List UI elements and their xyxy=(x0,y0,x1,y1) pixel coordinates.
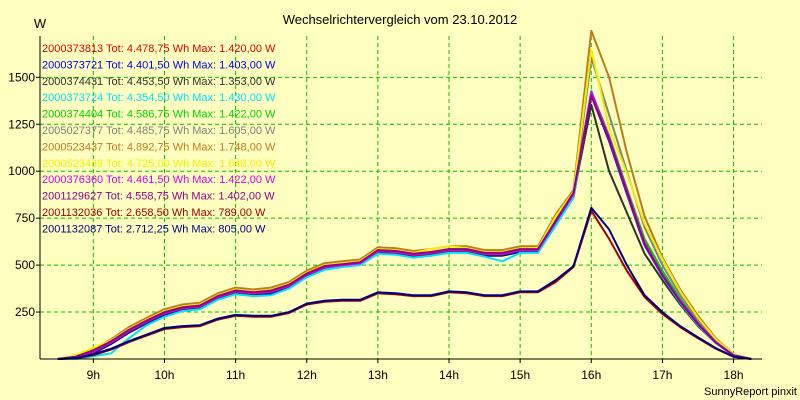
y-tick-label-1500: 1500 xyxy=(8,70,35,84)
x-tick-label-12h: 12h xyxy=(297,368,317,382)
legend-entry-3: 2000374431 Tot: 4.453,50 Wh Max: 1.353,0… xyxy=(42,76,276,88)
axes xyxy=(36,36,762,363)
x-tick-label-11h: 11h xyxy=(226,368,245,382)
legend-entry-12: 2001132087 Tot: 2.712,25 Wh Max: 805,00 … xyxy=(42,223,266,235)
legend: 2000373813 Tot: 4.478,75 Wh Max: 1.420,0… xyxy=(42,43,276,235)
legend-entry-4: 2000373724 Tot: 4.354,50 Wh Max: 1.430,0… xyxy=(42,92,276,104)
legend-entry-9: 2000376360 Tot: 4.461,50 Wh Max: 1.422,0… xyxy=(42,174,276,186)
y-tick-labels: 250 500 750 1000 1250 1500 xyxy=(8,70,35,319)
y-tick-label-1250: 1250 xyxy=(8,117,35,131)
series-line-12 xyxy=(57,206,752,360)
x-tick-label-10h: 10h xyxy=(154,368,174,382)
y-tick-label-250: 250 xyxy=(15,305,35,319)
x-tick-label-15h: 15h xyxy=(510,368,530,382)
y-tick-label-1000: 1000 xyxy=(8,164,35,178)
x-tick-label-17h: 17h xyxy=(652,368,672,382)
x-tick-label-16h: 16h xyxy=(581,368,601,382)
legend-entry-7: 2000523437 Tot: 4.892,75 Wh Max: 1.748,0… xyxy=(42,141,276,153)
y-axis-unit: W xyxy=(34,16,47,31)
y-tick-label-750: 750 xyxy=(15,211,35,225)
legend-entry-11: 2001132036 Tot: 2.658,50 Wh Max: 789,00 … xyxy=(42,207,266,219)
y-tick-label-500: 500 xyxy=(15,258,35,272)
series-line-10 xyxy=(57,94,752,360)
x-tick-labels: 9h 10h 11h 12h 13h 14h 15h 16h 17h 18h xyxy=(87,368,744,382)
x-tick-label-18h: 18h xyxy=(724,368,744,382)
chart-title: Wechselrichtervergleich vom 23.10.2012 xyxy=(283,12,518,27)
legend-entry-2: 2000373721 Tot: 4.401,50 Wh Max: 1.403,0… xyxy=(42,59,276,71)
legend-entry-10: 2001129627 Tot: 4.558,75 Wh Max: 1.402,0… xyxy=(42,191,275,203)
legend-entry-6: 2005027377 Tot: 4.485,75 Wh Max: 1.605,0… xyxy=(42,125,276,137)
credit-text: SunnyReport pinxit xyxy=(704,386,797,398)
series-lines xyxy=(57,29,752,360)
legend-entry-1: 2000373813 Tot: 4.478,75 Wh Max: 1.420,0… xyxy=(42,43,276,55)
plot-area xyxy=(40,36,762,359)
legend-entry-8: 2000523439 Tot: 4.725,00 Wh Max: 1.648,0… xyxy=(42,158,276,170)
x-tick-label-9h: 9h xyxy=(87,368,100,382)
x-tick-label-14h: 14h xyxy=(439,368,459,382)
legend-entry-5: 2000374404 Tot: 4.586,75 Wh Max: 1.422,0… xyxy=(42,109,276,121)
series-line-7 xyxy=(57,29,752,360)
x-tick-label-13h: 13h xyxy=(368,368,388,382)
